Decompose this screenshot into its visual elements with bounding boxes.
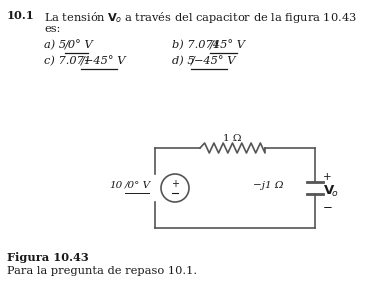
Text: 1 Ω: 1 Ω [223,134,242,143]
Text: +: + [171,179,179,189]
Text: es:: es: [44,24,60,34]
Text: −j1 Ω: −j1 Ω [253,181,284,190]
Text: /−45° V: /−45° V [81,56,127,66]
Text: 10: 10 [109,181,122,190]
Text: /−45° V: /−45° V [191,56,236,66]
Text: /0° V: /0° V [65,40,94,50]
Text: /45° V: /45° V [210,40,246,50]
Text: +: + [323,172,332,182]
Text: /0° V: /0° V [125,181,151,190]
Text: a) 5: a) 5 [44,40,66,50]
Text: $\mathbf{V}_{\!\mathit{o}}$: $\mathbf{V}_{\!\mathit{o}}$ [323,184,339,199]
Text: La tensión $\mathbf{V}_{\!\mathit{o}}$ a través del capacitor de la figura 10.43: La tensión $\mathbf{V}_{\!\mathit{o}}$ a… [44,10,357,25]
Text: c) 7.071: c) 7.071 [44,56,91,66]
Text: b) 7.071: b) 7.071 [172,40,220,50]
Text: −: − [323,201,333,214]
Text: d) 5: d) 5 [172,56,195,66]
Text: Para la pregunta de repaso 10.1.: Para la pregunta de repaso 10.1. [7,266,197,276]
Text: Figura 10.43: Figura 10.43 [7,252,89,263]
Text: 10.1: 10.1 [7,10,35,21]
